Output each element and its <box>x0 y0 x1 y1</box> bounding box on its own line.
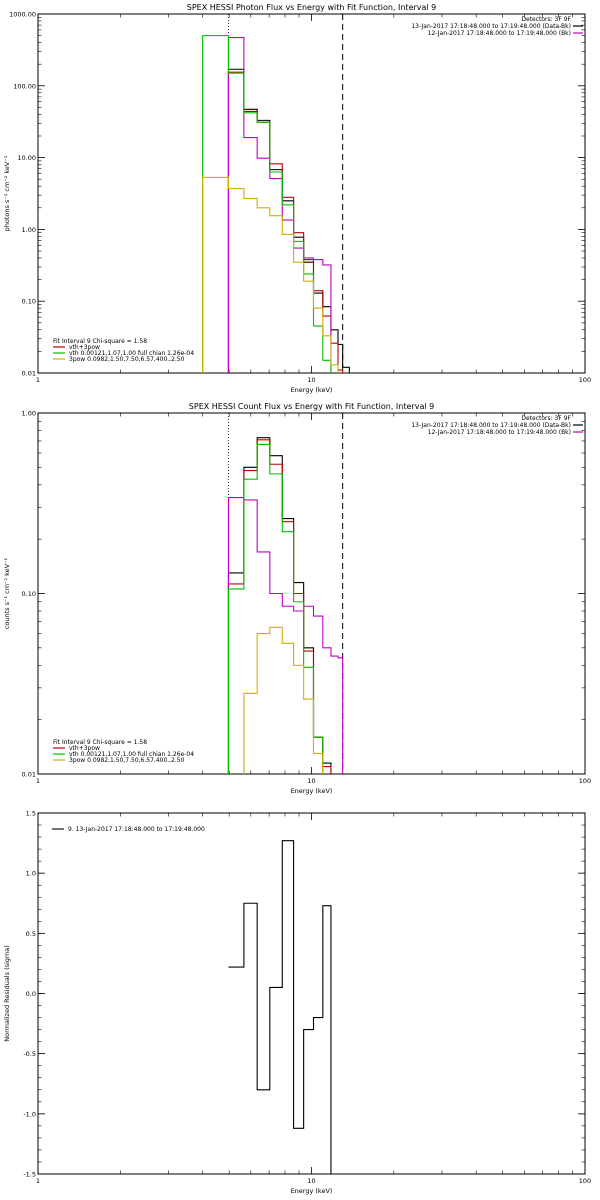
x-tick-label: 10 <box>307 376 315 384</box>
fit-legend-label: 3pow 0.0982,1.50,7.50,6.57,400.,2.50 <box>69 757 185 764</box>
y-tick-label: 0.01 <box>22 370 36 378</box>
header-legend-line: 12-Jan-2017 17:18:48.000 to 17:19:48.000… <box>428 30 571 37</box>
x-axis-label: Energy (keV) <box>291 386 333 394</box>
plot-frame <box>37 812 586 1175</box>
series-line-1 <box>227 71 344 373</box>
y-tick-label: 0.5 <box>26 930 36 938</box>
fit-legend-label: vth+3pow <box>69 745 100 752</box>
x-tick-label: 1 <box>36 376 40 384</box>
panel-resid: 1 10 100 -1.5 -1.0 -0.5 0.0 0.5 1.0 1.5 Energy (ke… <box>3 810 591 1196</box>
residual-legend-label: 9. 13-Jan-2017 17:18:48.000 to 17:19:48.… <box>68 826 205 833</box>
y-tick-label: -0.5 <box>23 1050 36 1058</box>
chart-title: SPEX HESSI Count Flux vs Energy with Fit… <box>189 402 434 411</box>
fit-legend-label: 3pow 0.0982,1.50,7.50,6.57,400.,2.50 <box>69 356 185 363</box>
x-tick-label: 1 <box>36 777 40 785</box>
panel-photon: SPEX HESSI Photon Flux vs Energy with Fi… <box>3 3 591 394</box>
plot-frame <box>37 13 586 374</box>
series-line-0 <box>228 840 332 1174</box>
y-tick-label: 1.00 <box>22 226 36 234</box>
y-tick-label: 1.5 <box>26 810 36 818</box>
y-tick-label: 1.00 <box>22 410 36 418</box>
series-group <box>202 35 350 373</box>
y-tick-label: 100.00 <box>13 82 36 90</box>
x-tick-label: 10 <box>307 777 315 785</box>
series-group <box>227 437 344 774</box>
header-legend-line: 13-Jan-2017 17:18:48.000 to 17:19:48.000… <box>411 422 571 429</box>
fit-legend-title: Fit Interval 9 Chi-square = 1.58 <box>53 338 147 345</box>
x-tick-label: 10 <box>307 1177 315 1185</box>
fit-legend-label: vth 0.00121,1.07,1.00 full chian 1.26e-0… <box>69 350 194 357</box>
y-tick-label: 0.10 <box>22 298 36 306</box>
series-group <box>228 840 332 1174</box>
y-tick-label: 0.10 <box>22 590 36 598</box>
y-tick-label: -1.0 <box>23 1110 36 1118</box>
y-tick-label: 1000.00 <box>9 11 36 19</box>
x-tick-label: 100 <box>579 1177 591 1185</box>
x-tick-label: 1 <box>36 1177 40 1185</box>
fit-legend-label: vth+3pow <box>69 344 100 351</box>
panel-count: SPEX HESSI Count Flux vs Energy with Fit… <box>3 402 591 795</box>
y-axis-label: Normalized Residuals (sigma) <box>3 945 11 1042</box>
series-line-2 <box>227 36 332 373</box>
y-tick-label: 0.01 <box>22 771 36 779</box>
y-tick-label: 1.0 <box>26 870 36 878</box>
series-line-3 <box>227 443 324 774</box>
chart-title: SPEX HESSI Photon Flux vs Energy with Fi… <box>187 3 437 12</box>
x-tick-label: 100 <box>579 777 591 785</box>
plot-frame <box>37 412 586 775</box>
header-legend-line: Detectors: 3F 9F <box>521 415 571 422</box>
fit-legend-label: vth 0.00121,1.07,1.00 full chian 1.26e-0… <box>69 751 194 758</box>
header-legend-line: Detectors: 3F 9F <box>521 16 571 23</box>
y-tick-label: 10.00 <box>17 154 36 162</box>
y-tick-label: -1.5 <box>23 1171 36 1179</box>
x-axis-label: Energy (keV) <box>291 1187 333 1195</box>
y-axis-label: photons s⁻¹ cm⁻² keV⁻¹ <box>3 155 11 231</box>
series-line-4 <box>243 626 324 774</box>
series-line-2 <box>227 497 344 774</box>
header-legend-line: 13-Jan-2017 17:18:48.000 to 17:19:48.000… <box>411 23 571 30</box>
x-axis-label: Energy (keV) <box>291 787 333 795</box>
y-tick-label: 0.0 <box>26 990 36 998</box>
series-line-3 <box>202 35 332 373</box>
y-axis-label: counts s⁻¹ cm⁻² keV⁻¹ <box>3 557 11 629</box>
fit-legend-title: Fit Interval 9 Chi-square = 1.58 <box>53 739 147 746</box>
x-tick-label: 100 <box>579 376 591 384</box>
series-line-4 <box>202 176 339 373</box>
header-legend-line: 12-Jan-2017 17:18:48.000 to 17:19:48.000… <box>428 429 571 436</box>
series-line-0 <box>227 437 332 774</box>
